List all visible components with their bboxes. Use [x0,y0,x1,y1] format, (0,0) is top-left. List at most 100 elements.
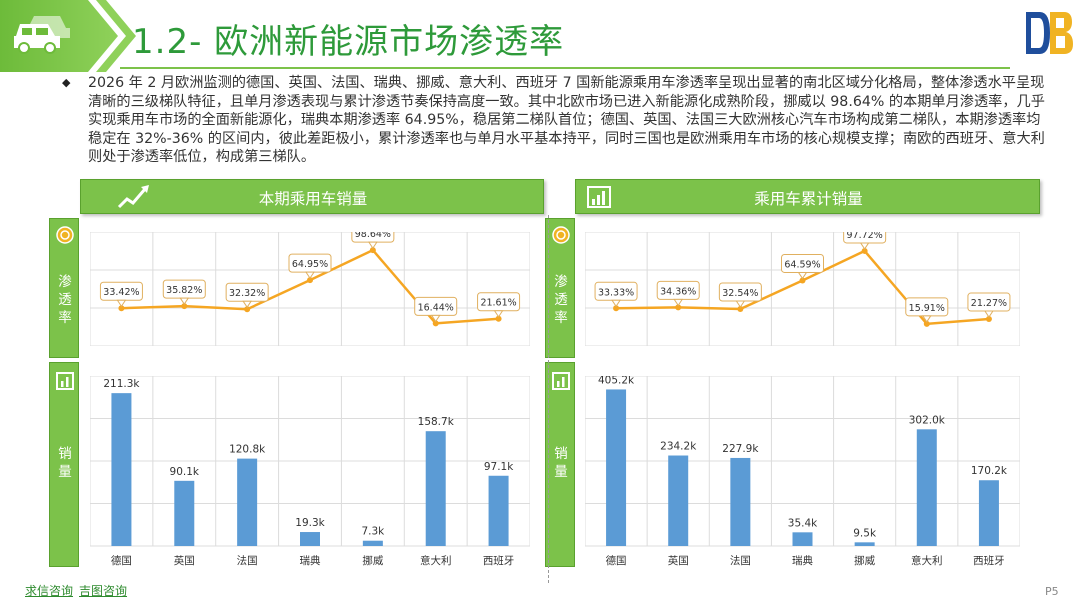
category-tick-label: 意大利 [911,554,943,567]
bar-data-label: 234.2k [660,441,697,453]
rate-point [923,320,930,327]
rate-label-pointer [921,315,932,323]
rate-data-label: 64.59% [784,259,820,270]
rate-data-label: 97.72% [847,232,883,241]
rate-data-label: 33.42% [103,287,139,298]
category-tick-label: 法国 [237,554,258,567]
rate-data-label: 34.36% [660,286,696,297]
category-tick-label: 法国 [730,554,751,567]
sales-label: 销量 [554,446,568,480]
category-tick-label: 德国 [111,554,132,567]
trend-line-icon [117,185,149,209]
bar-data-label: 211.3k [103,378,140,390]
rate-label-pointer [493,310,504,318]
rate-label-pointer [735,300,746,308]
rate-point [675,304,682,311]
bar-data-label: 227.9k [722,443,759,455]
rate-label-pointer [367,241,378,250]
small-bar-icon [56,372,74,390]
rate-point [244,306,251,313]
rate-point [118,305,125,312]
company-logo-icon [1026,12,1073,54]
target-icon [56,226,74,244]
right-panel-title: 乘用车累计销量 [754,190,863,208]
rate-point [495,315,502,322]
rate-point [307,277,313,284]
chart-grid [90,232,530,346]
category-tick-label: 意大利 [420,554,452,567]
rate-data-label: 33.33% [598,287,634,298]
rate-data-label: 32.54% [722,288,758,299]
rate-data-label: 35.82% [166,285,202,296]
rate-label-pointer [305,271,315,280]
rate-point [613,305,620,312]
sales-bar [111,393,132,546]
bar-data-label: 120.8k [229,444,266,456]
rate-label: 渗透率 [58,274,72,326]
sales-bar [174,480,195,546]
rate-label-pointer [242,300,253,309]
rate-point [369,247,376,254]
rate-label-pointer [859,242,870,250]
rate-data-label: 16.44% [418,302,454,313]
sales-bar [237,458,258,546]
sales-bar [488,475,509,546]
header: 1.2- 欧洲新能源市场渗透率 [0,0,1080,75]
footer-link-qiuxin[interactable]: 求信咨询 [25,584,74,598]
rate-label-pointer [611,299,622,308]
category-tick-label: 英国 [668,554,689,567]
sales-bar [854,542,875,546]
rate-label-pointer [983,310,994,318]
sales-bar [792,532,813,546]
rate-data-label: 64.95% [292,259,328,270]
right-panel-header: 乘用车累计销量 [575,179,1040,214]
sales-bar [606,389,627,546]
sales-bar [668,455,689,546]
category-tick-label: 西班牙 [973,555,1005,567]
bar-data-label: 7.3k [361,526,385,538]
panel-divider [548,215,549,583]
footer-link-jitu[interactable]: 吉图咨询 [79,584,128,598]
summary-paragraph: ◆ 2026 年 2 月欧洲监测的德国、英国、法国、瑞典、挪威、意大利、西班牙 … [62,74,1047,167]
left-panel-header: 本期乘用车销量 [80,179,544,214]
rate-point [985,316,992,323]
page-number: P5 [1045,585,1059,598]
bar-data-label: 405.2k [598,376,635,386]
bar-data-label: 35.4k [788,517,818,529]
rate-label-pointer [179,297,190,305]
rate-point [799,277,806,284]
category-tick-label: 瑞典 [792,554,813,567]
rate-data-label: 32.32% [229,288,265,299]
sales-bar [730,457,751,546]
left-panel-title: 本期乘用车销量 [258,190,368,208]
right-sales-bar-chart: 405.2k 德国 234.2k 英国 227.9k 法国 35.4k 瑞典 9.5k 挪威 302… [585,376,1020,567]
right-sales-side-label: 销量 [545,362,575,567]
category-tick-label: 瑞典 [300,554,321,567]
sales-bar [425,431,446,546]
sales-bar [978,480,999,546]
rate-point [432,320,439,327]
bar-data-label: 9.5k [853,527,877,539]
left-rate-line-chart: 33.42% 35.82% 32.32% 64.95% 98.64% 16.44% 21.6… [90,232,530,346]
sales-bar [362,540,383,546]
sales-bar [916,429,937,546]
rate-data-label: 21.61% [480,298,516,309]
small-bar-icon [552,372,570,390]
rate-data-label: 98.64% [355,232,391,240]
rate-label-pointer [116,299,127,308]
footer-links: 求信咨询 吉图咨询 [25,582,133,599]
bar-data-label: 97.1k [484,461,514,473]
bar-data-label: 302.0k [909,414,946,426]
bullet-diamond-icon: ◆ [62,76,71,89]
rate-label-pointer [797,271,808,280]
rate-label-pointer [673,298,684,307]
left-rate-side-label: 渗透率 [49,218,79,358]
bar-data-label: 19.3k [295,517,325,529]
right-rate-line-chart: 33.33% 34.36% 32.54% 64.59% 97.72% 15.91% 21.2… [585,232,1020,346]
left-sales-side-label: 销量 [49,362,79,567]
sales-label: 销量 [58,446,72,480]
page-title: 1.2- 欧洲新能源市场渗透率 [132,22,565,62]
rate-point [737,306,744,313]
bar-data-label: 170.2k [971,465,1008,477]
sales-bar [300,532,320,546]
